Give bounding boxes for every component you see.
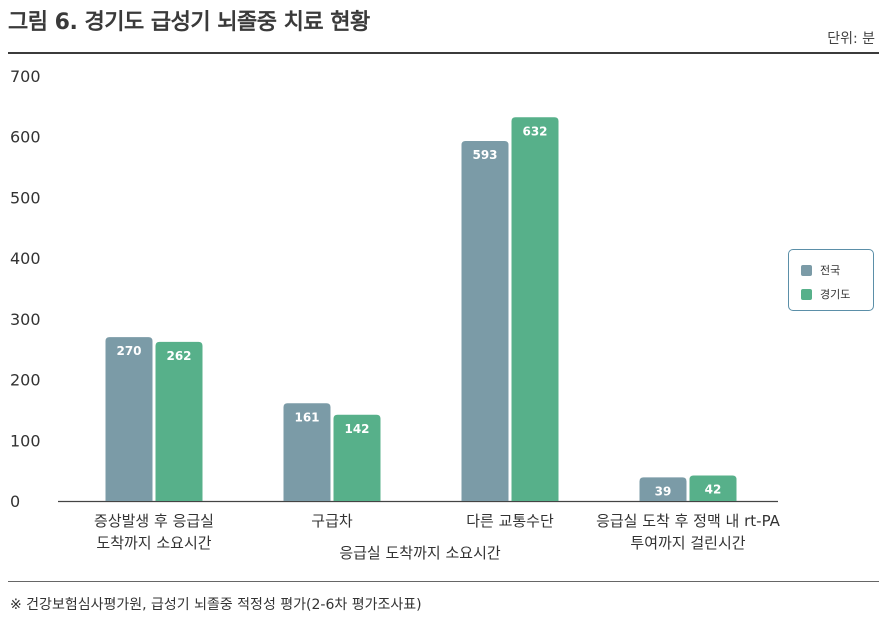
value-label-national-0: 270 bbox=[116, 344, 141, 358]
group-label: 응급실 도착까지 소요시간 bbox=[339, 544, 501, 562]
y-tick-label-200: 200 bbox=[10, 371, 41, 390]
value-label-gyeonggi-3: 42 bbox=[705, 483, 722, 497]
value-label-national-1: 161 bbox=[294, 410, 319, 424]
bar-national-2 bbox=[461, 140, 509, 501]
unit-label: 단위: 분 bbox=[827, 31, 875, 47]
y-tick-label-0: 0 bbox=[10, 492, 20, 511]
category-label-3-0: 응급실 도착 후 정맥 내 rt-PA bbox=[596, 512, 781, 530]
bar-gyeonggi-0 bbox=[155, 341, 203, 501]
bar-gyeonggi-2 bbox=[511, 117, 559, 502]
category-label-0-1: 도착까지 소요시간 bbox=[96, 534, 211, 552]
value-label-national-3: 39 bbox=[655, 484, 672, 498]
value-label-gyeonggi-0: 262 bbox=[166, 349, 191, 363]
category-label-0-0: 증상발생 후 응급실 bbox=[94, 512, 214, 530]
y-tick-label-500: 500 bbox=[10, 188, 41, 207]
legend-item-national: 전국 bbox=[801, 262, 840, 278]
category-label-3-1: 투여까지 걸린시간 bbox=[630, 534, 745, 552]
bar-national-1 bbox=[283, 403, 331, 501]
value-label-gyeonggi-1: 142 bbox=[344, 422, 369, 436]
legend-swatch-national bbox=[801, 264, 812, 276]
bar-gyeonggi-3 bbox=[689, 475, 737, 501]
y-tick-label-600: 600 bbox=[10, 128, 41, 147]
bar-gyeonggi-1 bbox=[333, 414, 381, 501]
top-divider bbox=[8, 52, 879, 54]
value-label-gyeonggi-2: 632 bbox=[522, 124, 547, 138]
category-label-1-0: 구급차 bbox=[311, 512, 353, 530]
bar-national-3 bbox=[639, 477, 687, 501]
legend-label-gyeonggi: 경기도 bbox=[820, 288, 851, 301]
bottom-divider bbox=[8, 581, 879, 582]
y-tick-label-700: 700 bbox=[10, 67, 41, 86]
y-tick-label-100: 100 bbox=[10, 431, 41, 450]
source-note: ※ 건강보험심사평가원, 급성기 뇌졸중 적정성 평가(2-6차 평가조사표) bbox=[10, 597, 422, 613]
bar-national-0 bbox=[105, 337, 153, 501]
category-label-2-0: 다른 교통수단 bbox=[466, 512, 554, 530]
chart-legend: 전국 경기도 bbox=[788, 249, 874, 311]
y-tick-label-400: 400 bbox=[10, 249, 41, 268]
legend-label-national: 전국 bbox=[820, 264, 841, 277]
y-tick-label-300: 300 bbox=[10, 310, 41, 329]
chart-title: 그림 6. 경기도 급성기 뇌졸중 치료 현황 bbox=[8, 10, 370, 35]
value-label-national-2: 593 bbox=[472, 148, 497, 162]
legend-item-gyeonggi: 경기도 bbox=[801, 286, 850, 302]
legend-swatch-gyeonggi bbox=[801, 288, 812, 300]
